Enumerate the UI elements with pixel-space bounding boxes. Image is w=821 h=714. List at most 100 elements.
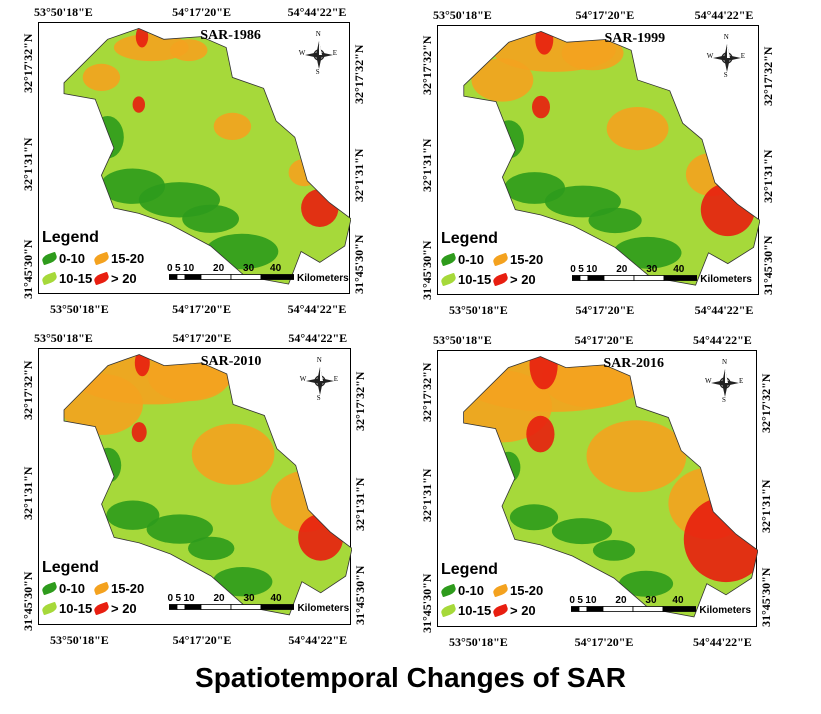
latitude-label-left: 32°1'31"N: [420, 138, 434, 193]
scale-tick-label: 5: [577, 595, 583, 607]
legend-item: 10-15: [40, 270, 93, 286]
region-base: [463, 31, 760, 286]
compass-s-label: S: [722, 396, 726, 404]
sar-class-green-area: [182, 204, 240, 233]
legend-swatch: [491, 252, 510, 267]
longitude-label-top: 53°50'18"E: [433, 333, 492, 347]
latitude-label-right: 32°1'31"N: [352, 148, 366, 202]
legend-swatch: [92, 251, 111, 266]
legend-label: > 20: [510, 272, 536, 288]
longitude-label-bottom: 54°44'22"E: [288, 633, 348, 647]
longitude-label-bottom: 53°50'18"E: [50, 302, 109, 316]
longitude-label-bottom: 53°50'18"E: [449, 303, 508, 317]
longitude-label-top: 54°44'22"E: [287, 5, 347, 19]
sar-class-orange-area: [213, 112, 252, 140]
region-outline: [463, 30, 760, 286]
sar-class-red-area: [700, 183, 755, 237]
latitude-label-left: 31°45'30"N: [420, 573, 434, 633]
legend-label: > 20: [111, 600, 137, 616]
compass-e-label: E: [332, 49, 338, 57]
sar-class-green-area: [212, 567, 273, 597]
latitude-label-right: 31°45'30"N: [352, 234, 366, 294]
sar-class-orange-area: [288, 159, 320, 187]
legend-item: 10-15: [439, 272, 491, 287]
sar-class-green-area: [551, 518, 613, 545]
map-title: SAR-2016: [603, 356, 665, 371]
legend-label: > 20: [510, 602, 536, 618]
scale-unit-label: Kilometers: [297, 603, 350, 615]
longitude-label-bottom: 54°17'20"E: [172, 302, 231, 316]
latitude-label-left: 32°17'32"N: [420, 35, 434, 96]
sar-class-orange-area: [471, 58, 534, 102]
legend-item: 0-10: [40, 581, 85, 596]
legend-item: 0-10: [439, 252, 485, 268]
map-frame: [38, 22, 351, 294]
sar-class-green-area: [618, 570, 674, 597]
legend-item: 15-20: [92, 580, 145, 596]
scale-tick-label: 20: [616, 263, 628, 275]
map-title: SAR-2010: [200, 354, 262, 369]
latitude-label-right: 32°1'31"N: [353, 477, 367, 531]
legend-swatch: [439, 252, 458, 267]
scale-tick-label: 40: [270, 262, 282, 274]
longitude-label-top: 54°17'20"E: [172, 331, 232, 345]
legend-swatch: [40, 581, 59, 595]
legend-title: Legend: [42, 558, 99, 576]
sar-class-orange-area: [64, 373, 143, 435]
longitude-label-top: 54°44'22"E: [693, 333, 752, 347]
longitude-label-top: 54°17'20"E: [575, 8, 635, 22]
legend-title: Legend: [441, 230, 498, 248]
legend-label: 15-20: [111, 580, 145, 596]
longitude-label-top: 54°44'22"E: [288, 331, 348, 345]
scale-unit-label: Kilometers: [699, 605, 752, 617]
sar-class-red-area: [298, 514, 344, 561]
sar-class-green-area: [504, 172, 565, 204]
scale-tick-label: 5: [175, 593, 182, 605]
latitude-label-right: 31°45'30"N: [759, 567, 773, 627]
latitude-label-right: 32°17'32"N: [353, 371, 367, 432]
compass-s-label: S: [316, 394, 321, 402]
legend-swatch: [92, 601, 111, 615]
legend-label: 10-15: [59, 600, 93, 616]
legend-title: Legend: [441, 560, 498, 578]
scale-tick-label: 20: [615, 595, 627, 607]
sar-class-green-area: [493, 120, 524, 159]
map-title: SAR-1986: [200, 28, 261, 43]
compass-rose-icon: [304, 41, 333, 69]
sar-class-orange-area: [82, 63, 121, 91]
legend-item: 15-20: [92, 250, 145, 266]
scale-tick-label: 10: [183, 593, 195, 605]
compass-rose-icon: [712, 44, 741, 72]
longitude-label-bottom: 53°50'18"E: [449, 635, 508, 649]
longitude-label-bottom: 54°17'20"E: [172, 633, 232, 647]
latitude-label-right: 32°17'32"N: [761, 46, 775, 106]
legend-label: 10-15: [59, 270, 93, 286]
legend-swatch: [439, 603, 458, 617]
map-frame: [38, 348, 352, 625]
legend-item: 15-20: [491, 583, 543, 598]
region-outline: [63, 354, 352, 616]
sar-class-orange-area: [586, 420, 687, 493]
legend-label: 15-20: [111, 250, 145, 266]
scale-tick-label: 5: [175, 262, 181, 274]
sar-class-red-area: [532, 95, 550, 119]
region-base: [64, 28, 351, 285]
legend-label: 0-10: [458, 582, 485, 598]
map-title: SAR-1999: [604, 31, 666, 46]
sar-class-green-area: [106, 500, 160, 530]
longitude-label-top: 54°17'20"E: [574, 333, 634, 347]
legend-label: 0-10: [458, 252, 485, 268]
sar-class-orange-area: [191, 423, 275, 485]
compass-e-label: E: [739, 377, 744, 385]
compass-s-label: S: [723, 71, 728, 79]
map-frame: [437, 350, 758, 627]
sar-class-red-area: [131, 422, 147, 443]
scale-unit-label: Kilometers: [297, 272, 349, 284]
longitude-label-bottom: 54°44'22"E: [693, 635, 752, 649]
sar-class-green-area: [94, 447, 122, 483]
scale-tick-label: 30: [645, 595, 657, 607]
longitude-label-bottom: 54°44'22"E: [694, 303, 754, 317]
longitude-label-bottom: 54°17'20"E: [575, 303, 635, 317]
sar-class-green-area: [509, 504, 559, 531]
legend-item: 10-15: [40, 600, 93, 616]
